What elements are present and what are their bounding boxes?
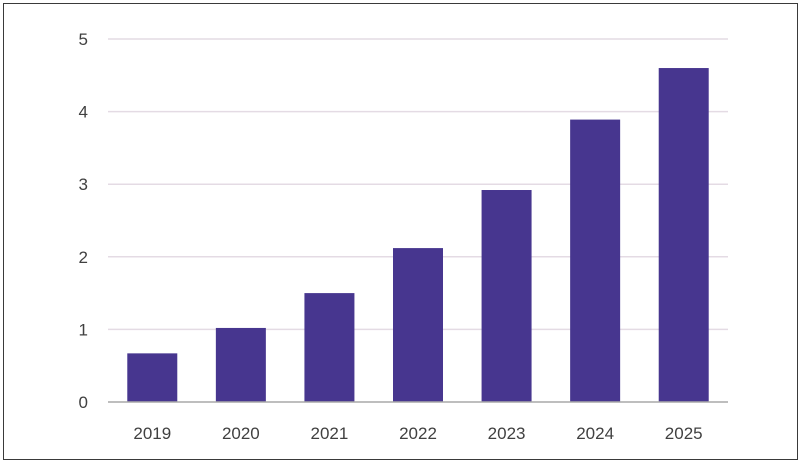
x-tick-label: 2023 xyxy=(488,424,526,443)
x-tick-label: 2020 xyxy=(222,424,260,443)
bars xyxy=(127,68,709,402)
y-tick-label: 0 xyxy=(79,393,88,412)
bar-2019 xyxy=(127,353,178,402)
y-axis-tick-labels: 0 1 2 3 4 5 xyxy=(79,30,88,412)
x-tick-label: 2024 xyxy=(576,424,614,443)
bar-2020 xyxy=(215,327,266,402)
x-tick-label: 2025 xyxy=(665,424,703,443)
bar-2022 xyxy=(393,248,443,402)
y-tick-label: 2 xyxy=(79,248,88,267)
x-axis-tick-labels: 2019 2020 2021 2022 2023 2024 2025 xyxy=(133,424,702,443)
x-tick-label: 2019 xyxy=(133,424,171,443)
y-tick-label: 1 xyxy=(79,320,88,339)
y-tick-label: 3 xyxy=(79,175,88,194)
y-tick-label: 5 xyxy=(79,30,88,49)
bar-2024 xyxy=(570,119,621,402)
x-tick-label: 2022 xyxy=(399,424,437,443)
bar-2025 xyxy=(658,68,709,402)
bar-2021 xyxy=(304,293,355,402)
y-tick-label: 4 xyxy=(79,103,88,122)
bar-2023 xyxy=(481,190,532,402)
x-tick-label: 2021 xyxy=(311,424,349,443)
